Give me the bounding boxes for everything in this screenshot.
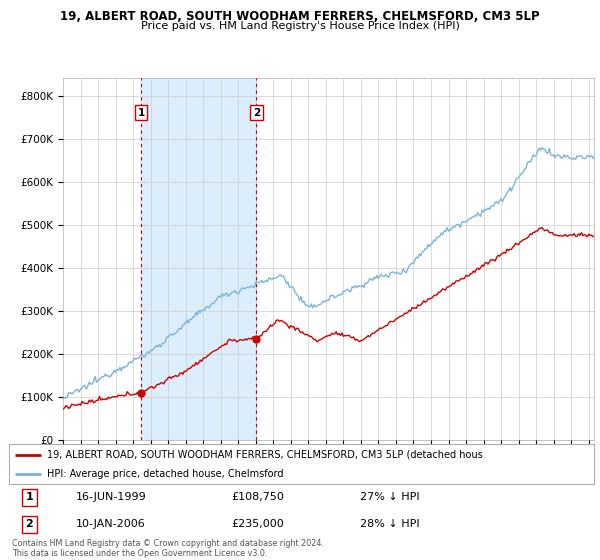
Text: Contains HM Land Registry data © Crown copyright and database right 2024.
This d: Contains HM Land Registry data © Crown c…: [12, 539, 324, 558]
Text: £235,000: £235,000: [232, 519, 284, 529]
Text: £108,750: £108,750: [232, 492, 284, 502]
Text: 10-JAN-2006: 10-JAN-2006: [76, 519, 146, 529]
Text: 27% ↓ HPI: 27% ↓ HPI: [360, 492, 419, 502]
Text: 19, ALBERT ROAD, SOUTH WOODHAM FERRERS, CHELMSFORD, CM3 5LP: 19, ALBERT ROAD, SOUTH WOODHAM FERRERS, …: [60, 10, 540, 23]
Text: 16-JUN-1999: 16-JUN-1999: [76, 492, 147, 502]
Text: 2: 2: [26, 519, 34, 529]
Text: Price paid vs. HM Land Registry's House Price Index (HPI): Price paid vs. HM Land Registry's House …: [140, 21, 460, 31]
Text: 2: 2: [253, 108, 260, 118]
Text: 28% ↓ HPI: 28% ↓ HPI: [360, 519, 419, 529]
Text: 19, ALBERT ROAD, SOUTH WOODHAM FERRERS, CHELMSFORD, CM3 5LP (detached hous: 19, ALBERT ROAD, SOUTH WOODHAM FERRERS, …: [47, 450, 483, 460]
Text: 1: 1: [137, 108, 145, 118]
Text: HPI: Average price, detached house, Chelmsford: HPI: Average price, detached house, Chel…: [47, 469, 284, 478]
Text: 1: 1: [26, 492, 34, 502]
Bar: [141, 78, 256, 440]
